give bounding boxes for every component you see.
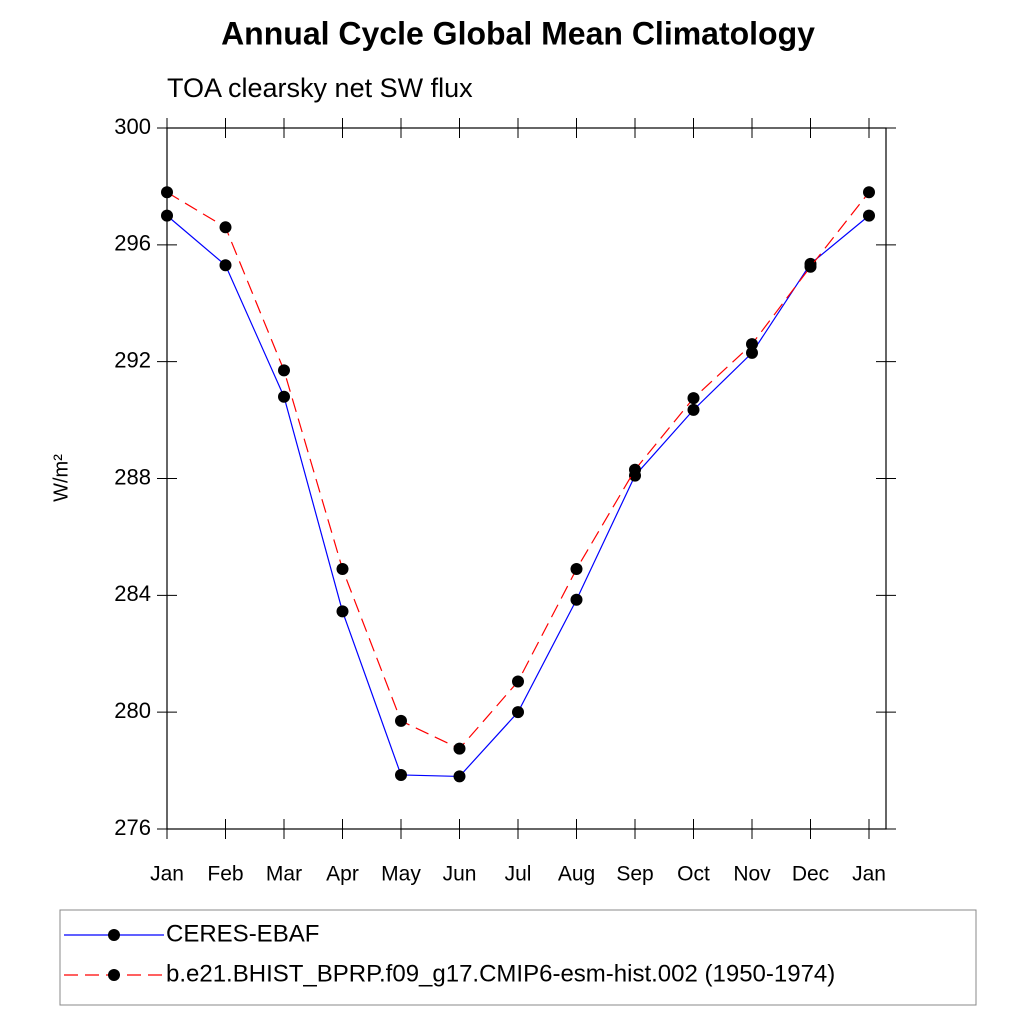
data-point [746,338,758,351]
data-point [278,364,290,377]
y-tick-label: 288 [114,464,151,489]
y-axis-label: W/m² [50,454,72,502]
data-point [395,714,407,727]
x-tick-label: Oct [677,863,710,886]
data-point [453,770,466,783]
data-point [219,259,232,272]
series-line [166,191,870,750]
y-tick-label: 292 [114,347,151,372]
x-tick-label: Jul [505,863,532,886]
data-point [863,209,875,222]
data-point [219,221,232,234]
legend-label: b.e21.BHIST_BPRP.f09_g17.CMIP6-esm-hist.… [166,960,835,987]
data-point [570,563,583,576]
data-point [336,605,349,618]
x-tick-label: Jan [852,863,886,886]
data-point [687,392,700,405]
x-tick-label: May [381,863,421,886]
chart-title: Annual Cycle Global Mean Climatology [221,15,815,51]
x-tick-label: Jan [150,863,184,886]
x-tick-label: Aug [558,863,595,886]
series-line [166,215,870,778]
y-tick-label: 300 [114,114,151,139]
x-tick-label: Sep [616,863,653,886]
data-point [161,186,173,199]
data-point [512,675,524,688]
data-point [395,768,407,781]
data-point [863,186,875,199]
y-tick-label: 284 [114,581,151,606]
y-tick-label: 296 [114,231,151,256]
data-point [570,593,583,606]
data-point [804,260,817,273]
legend-marker [108,969,120,981]
y-tick-label: 280 [114,698,151,723]
x-tick-label: Dec [792,863,829,886]
plot-frame [166,127,887,830]
legend-box [59,909,977,1006]
x-tick-label: Apr [326,863,359,886]
y-tick-label: 276 [114,815,151,840]
data-point [629,463,641,476]
chart-subtitle: TOA clearsky net SW flux [167,73,473,103]
data-point [687,403,700,416]
x-tick-label: Jun [443,863,477,886]
data-point [746,346,758,359]
data-point [336,563,349,576]
data-point [453,742,466,755]
data-point [161,209,173,222]
x-tick-label: Nov [733,863,771,886]
data-point [278,390,290,403]
legend-marker [108,929,120,941]
data-point [512,706,524,719]
x-tick-label: Feb [207,863,243,886]
legend-label: CERES-EBAF [166,920,319,947]
x-tick-label: Mar [266,863,302,886]
